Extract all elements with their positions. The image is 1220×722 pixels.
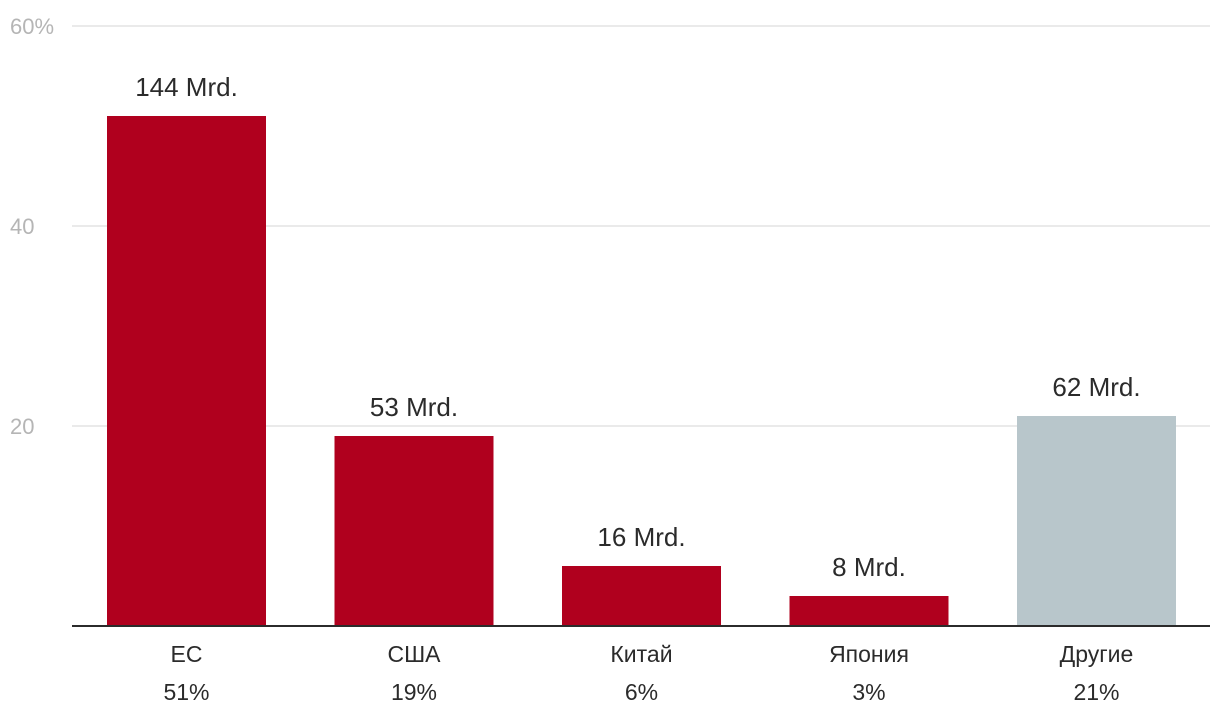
bar bbox=[789, 596, 949, 626]
bar bbox=[562, 566, 721, 626]
bar bbox=[334, 436, 494, 626]
percent-label: 6% bbox=[625, 679, 658, 705]
bar bbox=[1017, 416, 1176, 626]
percent-label: 51% bbox=[163, 679, 209, 705]
y-tick-label: 60% bbox=[10, 14, 54, 39]
percent-label: 3% bbox=[852, 679, 885, 705]
percent-label: 21% bbox=[1073, 679, 1119, 705]
category-label: Япония bbox=[829, 641, 909, 667]
bar bbox=[107, 116, 266, 626]
y-tick-label: 40 bbox=[10, 214, 34, 239]
category-label: ЕС bbox=[171, 641, 203, 667]
data-labels: 144 Mrd. 53 Mrd. 16 Mrd. 8 Mrd. 62 Mrd. bbox=[135, 72, 1140, 582]
bars bbox=[107, 116, 1176, 626]
bar-value-label: 62 Mrd. bbox=[1052, 372, 1140, 402]
bar-value-label: 8 Mrd. bbox=[832, 552, 906, 582]
category-labels: ЕС 51% США 19% Китай 6% Япония 3% Другие 21% bbox=[163, 641, 1133, 705]
percent-label: 19% bbox=[391, 679, 437, 705]
y-axis-ticks: 20 40 60% bbox=[10, 14, 54, 439]
bar-value-label: 16 Mrd. bbox=[597, 522, 685, 552]
bar-value-label: 53 Mrd. bbox=[370, 392, 458, 422]
category-label: США bbox=[387, 641, 441, 667]
bar-value-label: 144 Mrd. bbox=[135, 72, 238, 102]
category-label: Другие bbox=[1060, 641, 1134, 667]
y-tick-label: 20 bbox=[10, 414, 34, 439]
category-label: Китай bbox=[610, 641, 672, 667]
